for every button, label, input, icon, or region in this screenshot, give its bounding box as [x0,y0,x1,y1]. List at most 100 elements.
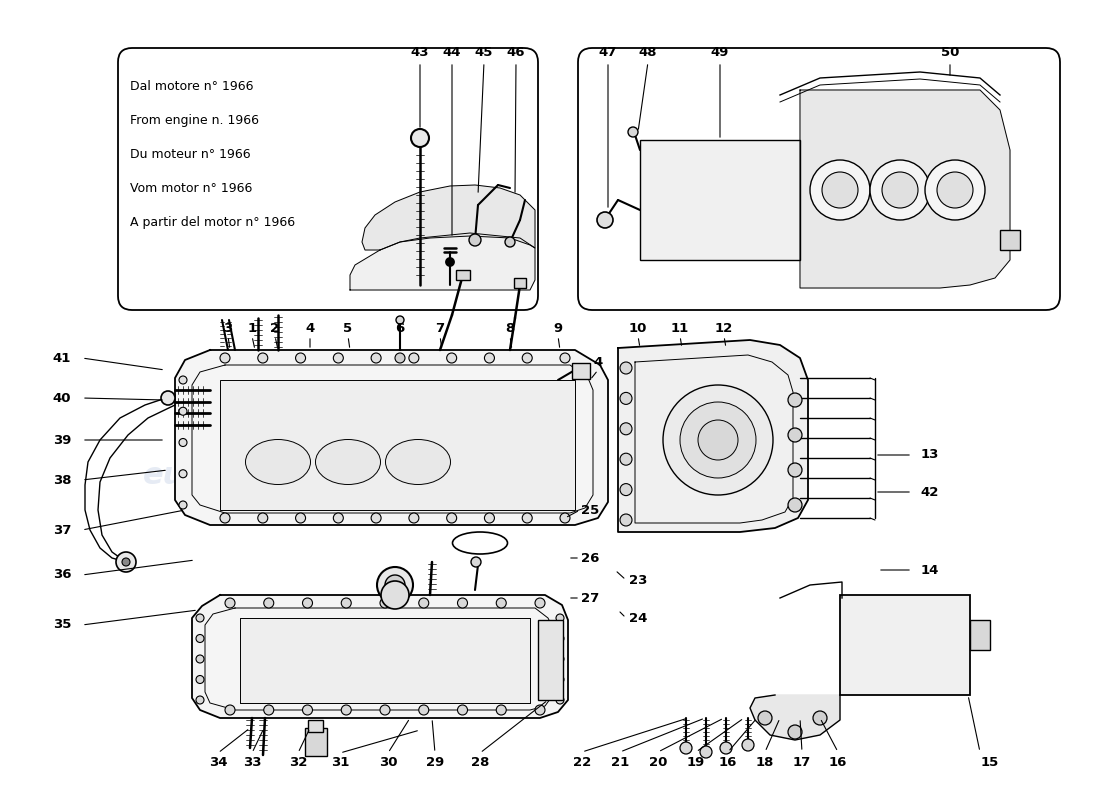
Bar [538,620,563,700]
Circle shape [264,598,274,608]
Circle shape [196,634,204,642]
Text: 45: 45 [475,46,493,58]
Circle shape [680,402,756,478]
Circle shape [471,557,481,567]
Circle shape [116,552,136,572]
Circle shape [122,558,130,566]
Text: From engine n. 1966: From engine n. 1966 [130,114,258,127]
Text: 32: 32 [289,755,307,769]
Circle shape [419,598,429,608]
Circle shape [411,129,429,147]
Bar [640,140,800,260]
FancyBboxPatch shape [578,48,1060,310]
Circle shape [556,634,564,642]
Circle shape [620,362,632,374]
Text: 26: 26 [581,551,600,565]
Text: 29: 29 [426,755,444,769]
Circle shape [161,391,175,405]
Text: 40: 40 [53,391,72,405]
Circle shape [395,353,405,363]
Circle shape [700,746,712,758]
Text: Vom motor n° 1966: Vom motor n° 1966 [130,182,252,195]
Circle shape [447,513,456,523]
Text: 39: 39 [53,434,72,446]
Circle shape [925,160,985,220]
Text: 23: 23 [629,574,647,586]
Circle shape [505,237,515,247]
Circle shape [882,172,918,208]
Text: 24: 24 [629,611,647,625]
Circle shape [196,614,204,622]
Circle shape [196,696,204,704]
Circle shape [381,581,409,609]
Circle shape [296,513,306,523]
Circle shape [379,598,390,608]
Circle shape [469,234,481,246]
Polygon shape [192,595,568,718]
Circle shape [620,514,632,526]
Text: A partir del motor n° 1966: A partir del motor n° 1966 [130,216,295,229]
Text: 2: 2 [271,322,279,334]
Circle shape [371,513,381,523]
Text: 16: 16 [828,755,847,769]
Circle shape [371,353,381,363]
Bar [220,380,575,510]
Text: 35: 35 [53,618,72,631]
Circle shape [484,353,494,363]
Circle shape [379,705,390,715]
Text: 28: 28 [471,755,490,769]
Circle shape [196,655,204,663]
Circle shape [496,705,506,715]
Circle shape [522,353,532,363]
Circle shape [179,438,187,446]
Text: 14: 14 [921,563,939,577]
Circle shape [813,711,827,725]
Circle shape [560,513,570,523]
Circle shape [870,160,930,220]
Circle shape [680,742,692,754]
Circle shape [560,353,570,363]
Text: 20: 20 [649,755,668,769]
Circle shape [620,422,632,435]
Bar [240,618,530,703]
Text: 6: 6 [395,322,405,334]
Circle shape [409,513,419,523]
Circle shape [597,212,613,228]
Circle shape [788,725,802,739]
Circle shape [484,513,494,523]
Circle shape [810,160,870,220]
Bar [840,595,970,695]
Text: 33: 33 [243,755,262,769]
Text: 43: 43 [410,46,429,58]
Text: 38: 38 [53,474,72,486]
Circle shape [264,705,274,715]
Circle shape [396,316,404,324]
Circle shape [620,392,632,404]
Text: 21: 21 [610,755,629,769]
Text: Dal motore n° 1966: Dal motore n° 1966 [130,80,253,93]
Circle shape [556,655,564,663]
Circle shape [333,353,343,363]
Text: 46: 46 [507,46,526,58]
Circle shape [257,513,267,523]
Text: 13: 13 [921,449,939,462]
Circle shape [409,353,419,363]
Text: 50: 50 [940,46,959,58]
Text: 17: 17 [793,755,811,769]
Polygon shape [618,340,808,532]
Bar [970,620,990,650]
Circle shape [226,598,235,608]
Text: eurospares: eurospares [605,262,797,290]
Ellipse shape [245,439,310,485]
Text: 49: 49 [711,46,729,58]
Circle shape [742,739,754,751]
Text: 22: 22 [573,755,591,769]
Bar [514,278,526,288]
Circle shape [220,353,230,363]
Circle shape [522,513,532,523]
Text: 47: 47 [598,46,617,58]
Text: 3: 3 [223,322,232,334]
Text: 36: 36 [53,569,72,582]
Text: 18: 18 [756,755,774,769]
Circle shape [556,614,564,622]
